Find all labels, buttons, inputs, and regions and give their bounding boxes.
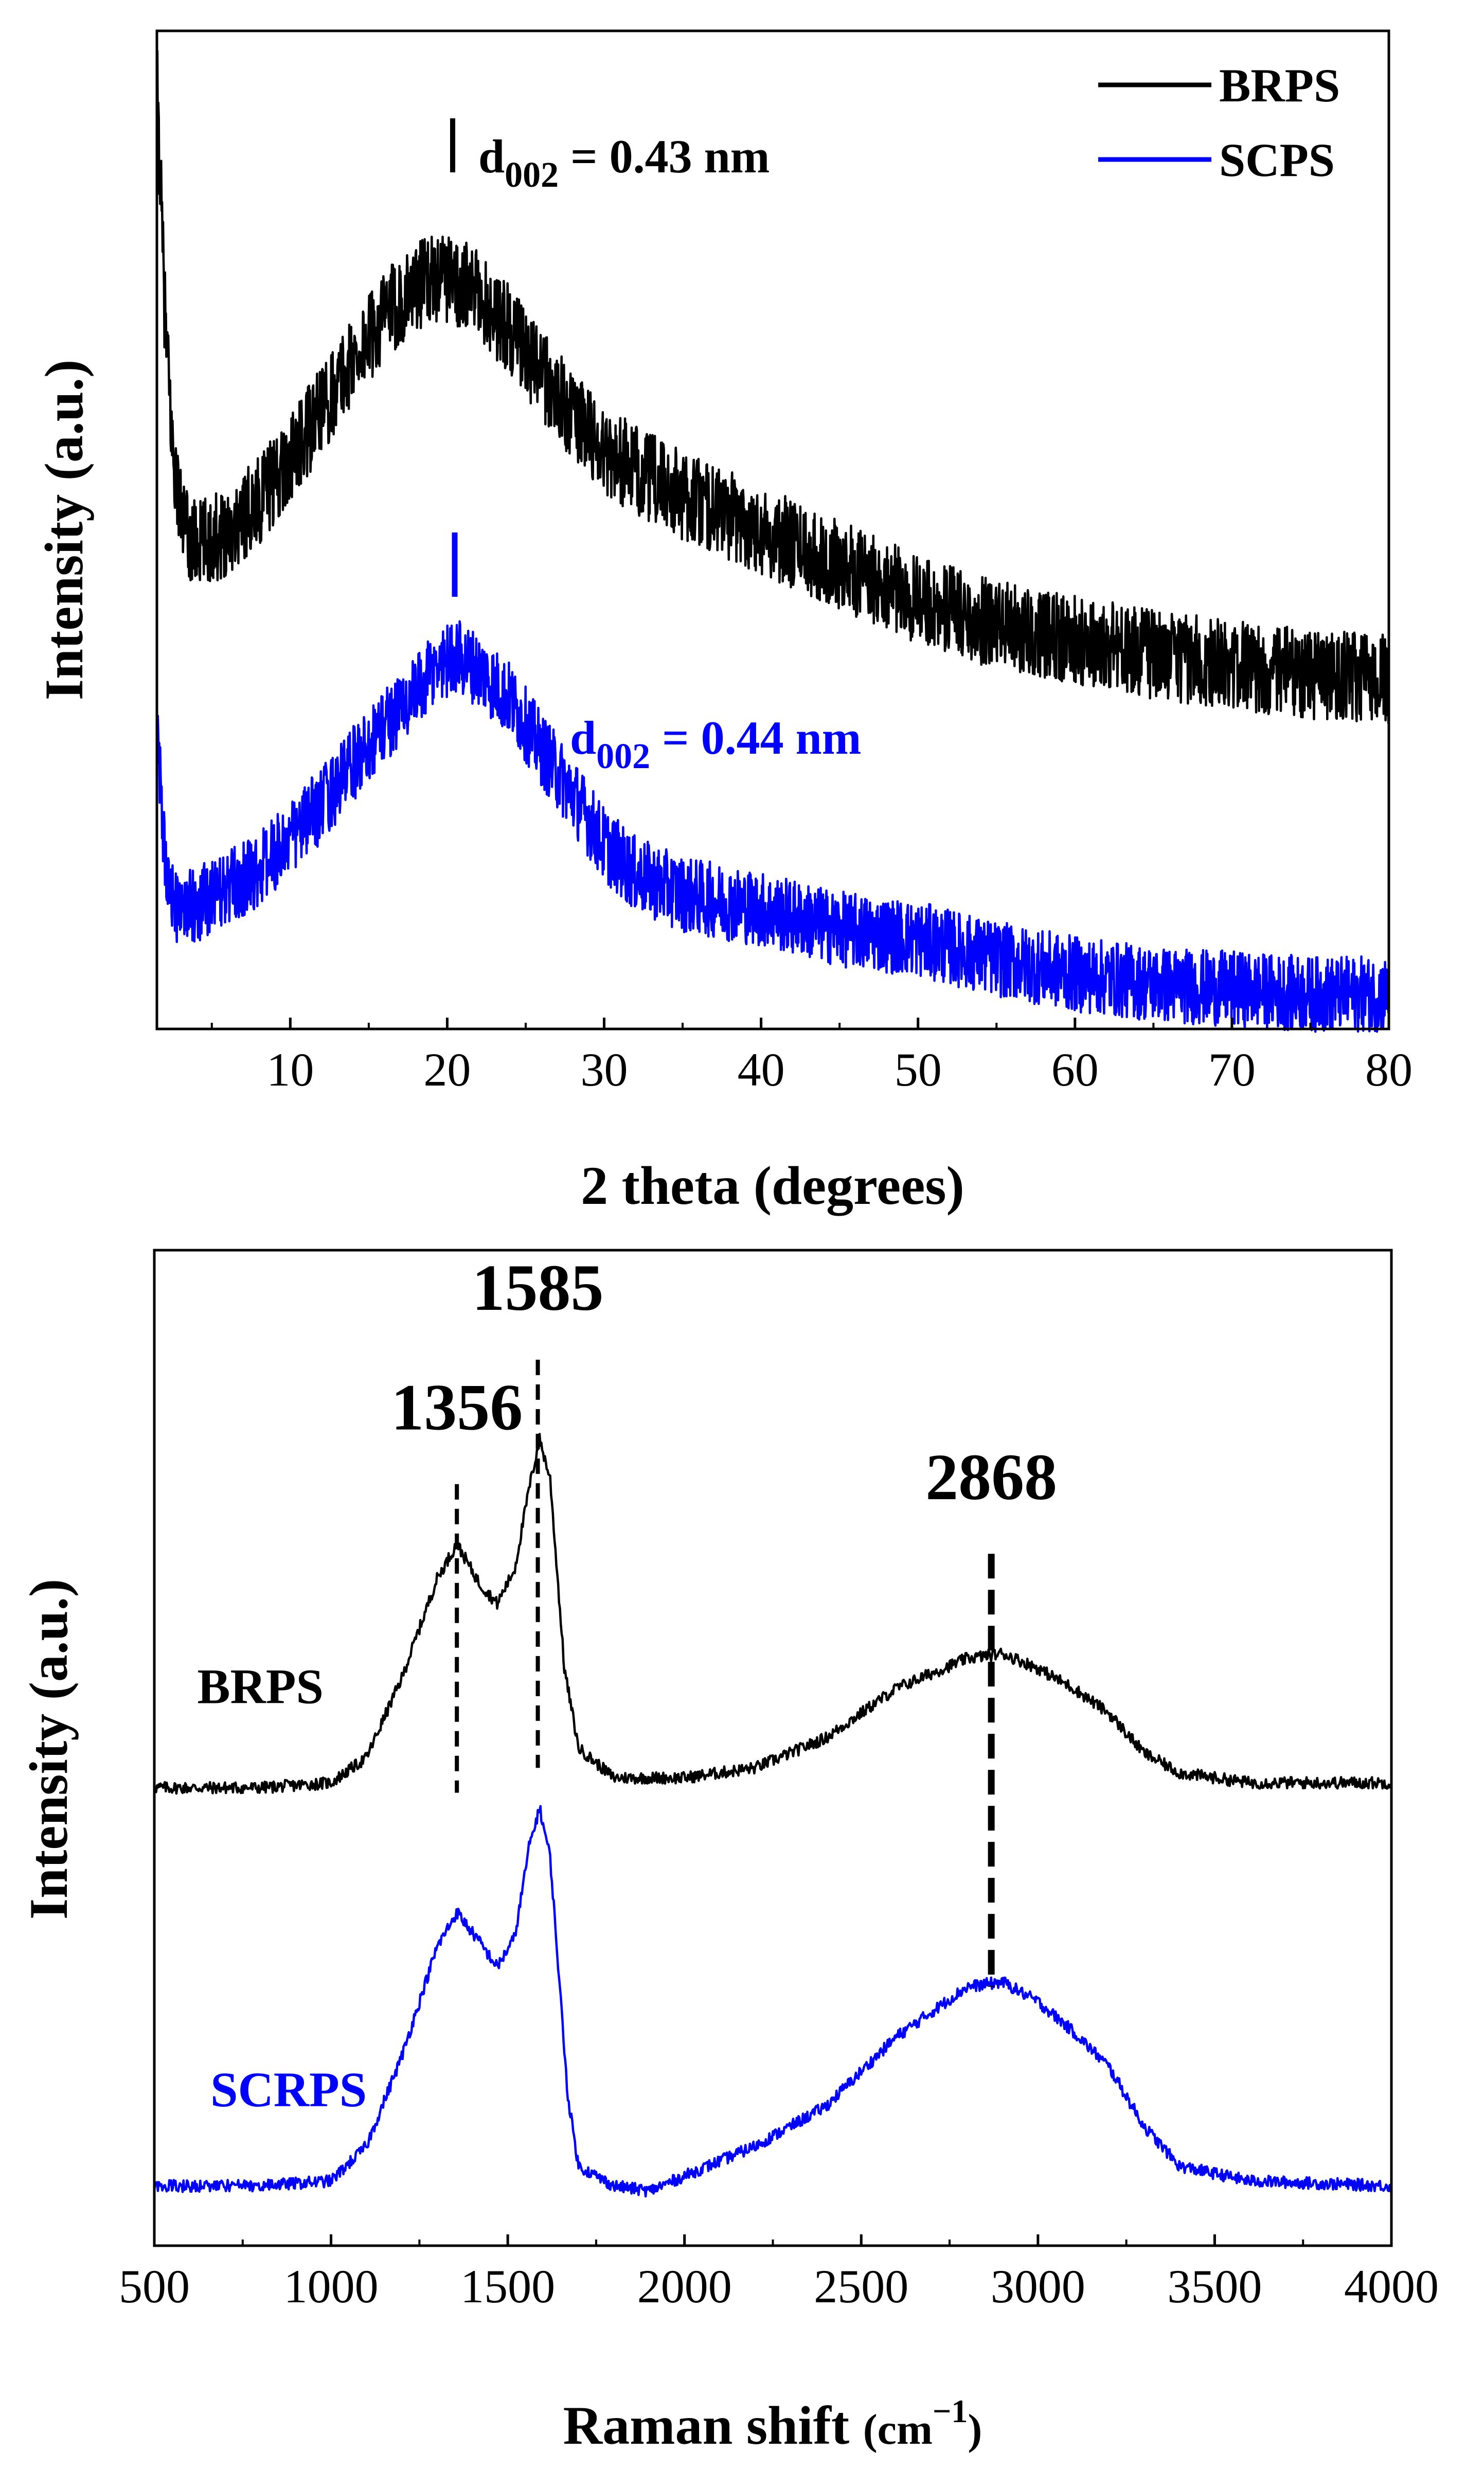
xrd-series-scps — [155, 620, 1390, 1033]
xrd-series-group — [155, 49, 1390, 1033]
xrd-series-brps — [155, 49, 1390, 724]
peak-label-1356: 1356 — [391, 1371, 523, 1444]
d002-label-brps: d002 = 0.43 nm — [478, 130, 770, 195]
xrd-x-tick-label-80: 80 — [1365, 1043, 1413, 1096]
xrd-x-tick-label-10: 10 — [266, 1043, 314, 1096]
raman-y-axis-title: Intensity (a.u.) — [19, 1579, 79, 1920]
xrd-x-ticks: 10 20 30 40 50 60 70 80 — [210, 1018, 1413, 1096]
xrd-annotation-scps: d002 = 0.44 nm — [452, 532, 861, 776]
raman-x-tick-label-3000: 3000 — [991, 2260, 1085, 2313]
legend-label-brps: BRPS — [1219, 59, 1340, 112]
raman-x-tick-label-500: 500 — [119, 2260, 190, 2313]
xrd-x-tick-label-20: 20 — [423, 1043, 471, 1096]
raman-x-tick-label-2500: 2500 — [814, 2260, 908, 2313]
raman-x-tick-label-3500: 3500 — [1167, 2260, 1262, 2313]
raman-x-tick-label-4000: 4000 — [1344, 2260, 1439, 2313]
xrd-legend: BRPS SCPS — [1098, 59, 1340, 186]
raman-x-axis-title: Raman shift (cm−1) — [563, 2393, 982, 2456]
legend-label-scps: SCPS — [1219, 134, 1335, 186]
xrd-plot-frame — [155, 29, 1390, 1030]
raman-series-brps — [153, 1433, 1392, 1795]
raman-x-tick-label-2000: 2000 — [637, 2260, 732, 2313]
xrd-x-tick-label-50: 50 — [895, 1043, 942, 1096]
xrd-annotation-brps: d002 = 0.43 nm — [450, 118, 770, 195]
raman-panel: 1356 1585 2868 500 1000 1500 2000 2500 3000 3500… — [19, 1249, 1439, 2456]
xrd-x-tick-label-30: 30 — [581, 1043, 628, 1096]
peak-label-1585: 1585 — [472, 1251, 604, 1324]
raman-x-tick-label-1500: 1500 — [460, 2260, 555, 2313]
xrd-x-tick-label-70: 70 — [1208, 1043, 1256, 1096]
raman-series-label-scrps: SCRPS — [210, 2062, 367, 2117]
raman-x-tick-label-1000: 1000 — [284, 2260, 379, 2313]
raman-series-group — [153, 1433, 1393, 2198]
xrd-y-axis-title: Intensity (a.u.) — [34, 360, 94, 701]
raman-series-scrps — [153, 1805, 1393, 2198]
xrd-x-axis-title: 2 theta (degrees) — [581, 1156, 964, 1216]
xrd-x-tick-label-40: 40 — [738, 1043, 785, 1096]
peak-label-2868: 2868 — [925, 1441, 1057, 1514]
raman-x-ticks: 500 1000 1500 2000 2500 3000 3500 4000 — [119, 2234, 1439, 2313]
xrd-panel: 10 20 30 40 50 60 70 80 2 theta (degrees) Inten… — [34, 29, 1413, 1216]
xrd-x-tick-label-60: 60 — [1051, 1043, 1099, 1096]
raman-peak-markers: 1356 1585 2868 — [391, 1251, 1057, 1987]
d002-label-scps: d002 = 0.44 nm — [570, 712, 861, 776]
raman-series-label-brps: BRPS — [197, 1659, 323, 1714]
